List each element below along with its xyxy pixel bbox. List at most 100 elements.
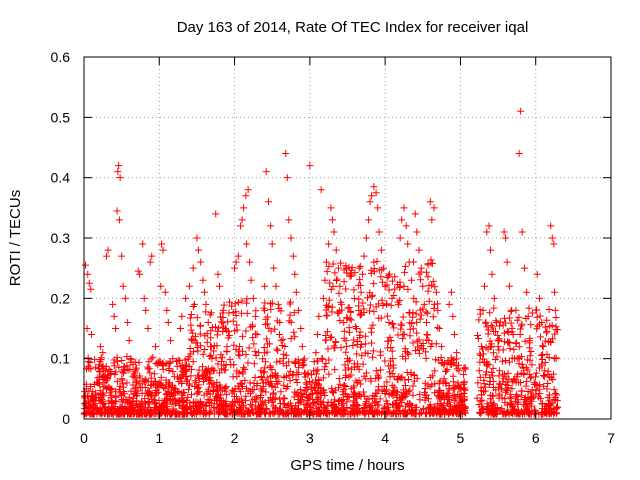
data-point (399, 313, 407, 321)
y-tick-label: 0.3 (51, 230, 71, 246)
data-point (110, 312, 118, 320)
data-point (376, 395, 384, 403)
data-point (174, 356, 182, 364)
data-point (553, 404, 561, 412)
data-point (290, 309, 298, 317)
data-point (286, 311, 294, 319)
data-point (388, 347, 396, 355)
data-point (532, 380, 540, 388)
data-point (491, 410, 499, 418)
data-point (398, 394, 406, 402)
data-point (181, 356, 189, 364)
data-point (168, 400, 176, 408)
data-point (349, 342, 357, 350)
data-point (94, 374, 102, 382)
data-point (416, 306, 424, 314)
data-point (206, 352, 214, 360)
data-point (406, 400, 414, 408)
data-point (355, 365, 363, 373)
data-point (487, 246, 495, 254)
data-point (252, 307, 260, 315)
data-point (425, 297, 433, 305)
data-point (345, 373, 353, 381)
data-point (307, 391, 315, 399)
x-tick-label: 3 (306, 430, 314, 446)
data-point (118, 396, 126, 404)
data-point (484, 330, 492, 338)
data-point (388, 277, 396, 285)
data-point (273, 317, 281, 325)
data-point (342, 374, 350, 382)
data-point (502, 373, 510, 381)
data-point (221, 400, 229, 408)
data-point (434, 356, 442, 364)
data-point (379, 302, 387, 310)
data-point (540, 382, 548, 390)
data-point (214, 400, 222, 408)
data-point (475, 367, 483, 375)
data-point (87, 285, 95, 293)
data-point (397, 374, 405, 382)
data-point (539, 343, 547, 351)
data-point (263, 374, 271, 382)
data-point (410, 294, 418, 302)
data-point (97, 343, 105, 351)
data-point (230, 361, 238, 369)
data-point (496, 367, 504, 375)
data-point (350, 286, 358, 294)
data-point (267, 410, 275, 418)
data-point (550, 386, 558, 394)
data-point (462, 409, 470, 417)
data-point (206, 311, 214, 319)
data-point (421, 379, 429, 387)
data-point (385, 391, 393, 399)
data-point (447, 288, 455, 296)
data-point (315, 380, 323, 388)
data-point (150, 370, 158, 378)
data-point (523, 409, 531, 417)
data-point (403, 369, 411, 377)
data-point (523, 288, 531, 296)
data-point (329, 260, 337, 268)
data-point (445, 386, 453, 394)
data-point (152, 381, 160, 389)
data-point (163, 395, 171, 403)
data-point (123, 379, 131, 387)
data-point (384, 337, 392, 345)
data-point (210, 366, 218, 374)
data-point (238, 380, 246, 388)
data-point (530, 410, 538, 418)
data-point (203, 330, 211, 338)
data-point (547, 222, 555, 230)
data-point (324, 345, 332, 353)
data-point (508, 354, 516, 362)
data-point (317, 186, 325, 194)
data-point (242, 327, 250, 335)
data-point (183, 376, 191, 384)
data-point (441, 409, 449, 417)
data-point (342, 262, 350, 270)
data-point (87, 383, 95, 391)
data-point (131, 374, 139, 382)
data-point (264, 340, 272, 348)
data-point (272, 373, 280, 381)
data-point (480, 380, 488, 388)
data-point (552, 323, 560, 331)
data-point (383, 400, 391, 408)
data-point (451, 403, 459, 411)
data-point (118, 356, 126, 364)
data-point (232, 258, 240, 266)
data-point (396, 284, 404, 292)
data-point (220, 409, 228, 417)
data-point (283, 174, 291, 182)
data-point (219, 408, 227, 416)
data-point (336, 282, 344, 290)
data-point (173, 357, 181, 365)
data-point (293, 378, 301, 386)
data-point (538, 360, 546, 368)
data-point (193, 234, 201, 242)
data-point (301, 407, 309, 415)
data-point (125, 337, 133, 345)
data-point (206, 408, 214, 416)
grid-lines (84, 57, 611, 419)
